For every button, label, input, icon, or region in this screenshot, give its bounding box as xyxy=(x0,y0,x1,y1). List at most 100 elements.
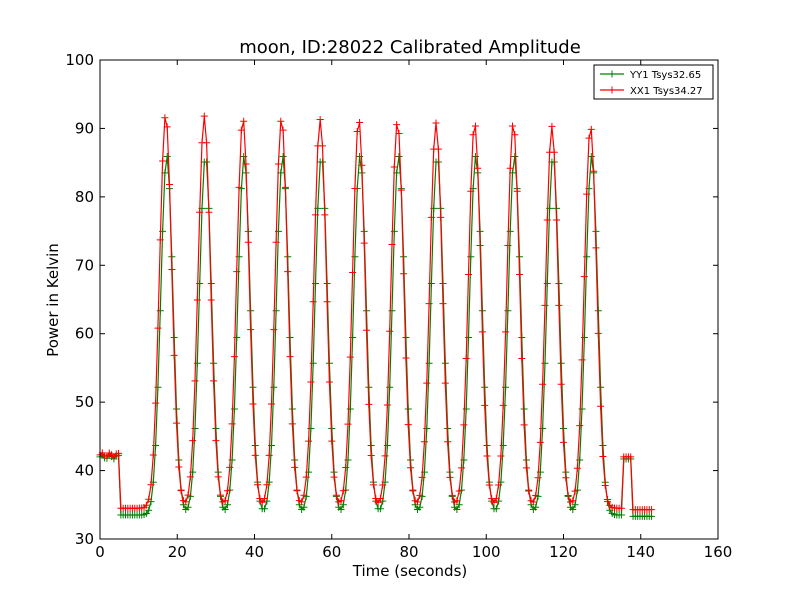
data-point xyxy=(541,359,549,367)
data-point xyxy=(177,487,185,495)
data-point xyxy=(189,437,197,445)
data-point xyxy=(543,216,551,224)
data-point xyxy=(434,145,442,153)
data-point xyxy=(242,160,250,168)
data-point xyxy=(571,501,579,509)
data-point xyxy=(274,160,282,168)
data-point xyxy=(321,211,329,219)
data-point xyxy=(509,122,517,130)
data-point xyxy=(522,464,530,472)
legend-marker xyxy=(608,70,616,78)
data-point xyxy=(325,378,333,386)
data-point xyxy=(207,296,215,304)
data-point xyxy=(353,127,361,135)
x-tick-label: 120 xyxy=(549,543,578,561)
data-point xyxy=(376,495,384,503)
data-point xyxy=(393,121,401,129)
data-point xyxy=(599,453,607,461)
data-point xyxy=(541,301,549,309)
data-point xyxy=(648,512,656,520)
data-point xyxy=(263,481,271,489)
data-point xyxy=(286,353,294,361)
x-tick-label: 20 xyxy=(168,543,187,561)
data-point xyxy=(376,505,384,513)
x-tick-label: 0 xyxy=(95,543,105,561)
data-point xyxy=(627,453,635,461)
data-point xyxy=(332,491,340,499)
data-point xyxy=(587,125,595,133)
data-point xyxy=(193,296,201,304)
data-point xyxy=(318,142,326,150)
data-point xyxy=(249,400,257,408)
data-point xyxy=(363,326,371,334)
data-point xyxy=(416,491,424,499)
data-point xyxy=(272,238,280,246)
data-point xyxy=(237,126,245,134)
data-point xyxy=(497,452,505,460)
data-point xyxy=(478,328,486,336)
data-point xyxy=(617,504,625,512)
data-point xyxy=(386,327,394,335)
data-point xyxy=(532,491,540,499)
data-point xyxy=(576,422,584,430)
data-point xyxy=(416,503,424,511)
data-point xyxy=(291,463,299,471)
data-point xyxy=(149,451,157,459)
data-point xyxy=(388,241,396,249)
data-point xyxy=(529,498,537,506)
data-point xyxy=(175,463,183,471)
data-point xyxy=(395,153,403,161)
data-point xyxy=(515,271,523,279)
data-point xyxy=(432,119,440,127)
data-point xyxy=(525,487,533,495)
data-point xyxy=(205,208,213,216)
data-point xyxy=(277,117,285,125)
data-point xyxy=(506,164,514,172)
data-point xyxy=(400,270,408,278)
data-point xyxy=(580,273,588,281)
data-point xyxy=(258,498,266,506)
data-point xyxy=(467,187,475,195)
data-point xyxy=(223,487,231,495)
data-point xyxy=(594,329,602,337)
data-point xyxy=(309,298,317,306)
data-point xyxy=(402,354,410,362)
data-point xyxy=(182,498,190,506)
data-point xyxy=(163,153,171,161)
data-point xyxy=(504,241,512,249)
data-point xyxy=(212,437,220,445)
plot-area xyxy=(96,112,656,520)
data-point xyxy=(564,491,572,499)
data-point xyxy=(337,497,345,505)
data-point xyxy=(453,506,461,514)
data-point xyxy=(265,451,273,459)
chart-title: moon, ID:28022 Calibrated Amplitude xyxy=(239,37,581,58)
data-point xyxy=(580,334,588,342)
data-point xyxy=(307,378,315,386)
data-point xyxy=(409,487,417,495)
data-point xyxy=(557,380,565,388)
data-point xyxy=(471,153,479,161)
data-point xyxy=(420,438,428,446)
data-point xyxy=(534,474,542,482)
data-point xyxy=(240,117,248,125)
data-point xyxy=(511,131,519,139)
data-point xyxy=(469,131,477,139)
data-point xyxy=(539,380,547,388)
data-point xyxy=(342,463,350,471)
data-point xyxy=(397,186,405,194)
data-point xyxy=(543,280,551,288)
data-point xyxy=(648,506,656,514)
data-point xyxy=(423,379,431,387)
data-point xyxy=(300,503,308,511)
data-point xyxy=(351,184,359,192)
data-point xyxy=(536,438,544,446)
data-point xyxy=(186,473,194,481)
x-axis-title: Time (seconds) xyxy=(352,562,468,580)
y-tick-label: 30 xyxy=(75,530,94,548)
data-point xyxy=(471,122,479,130)
data-point xyxy=(407,464,415,472)
y-tick-label: 40 xyxy=(75,462,94,480)
